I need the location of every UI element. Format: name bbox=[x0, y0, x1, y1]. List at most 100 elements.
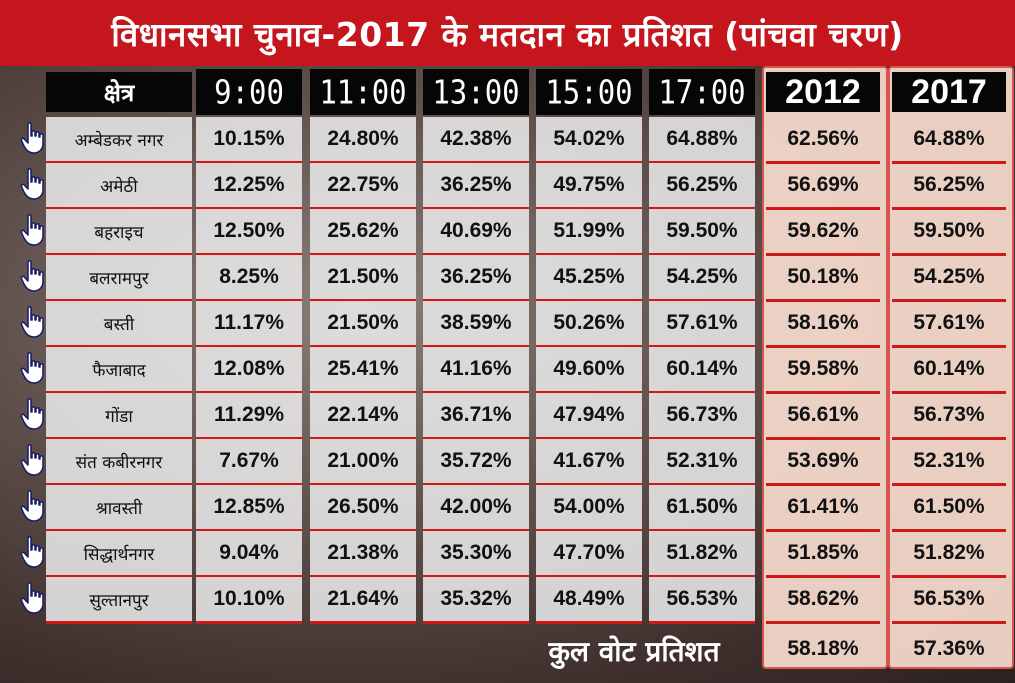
time-cell bbox=[310, 163, 416, 210]
turnout-value: 42.38% bbox=[440, 127, 512, 150]
time-cell bbox=[536, 347, 642, 394]
region-name: अमेठी bbox=[100, 176, 138, 197]
year-cell bbox=[892, 347, 1006, 394]
header-time-1300: 13:00 bbox=[423, 69, 529, 115]
year-turnout-value: 58.62% bbox=[787, 587, 859, 610]
turnout-value: 22.75% bbox=[327, 173, 399, 196]
time-cell bbox=[310, 531, 416, 578]
time-cell bbox=[649, 347, 755, 394]
turnout-value: 25.41% bbox=[327, 357, 399, 380]
time-cell bbox=[536, 485, 642, 532]
pointing-hand-icon bbox=[20, 581, 48, 615]
time-cell bbox=[423, 439, 529, 486]
time-cell bbox=[196, 577, 302, 624]
year-cell bbox=[766, 439, 880, 486]
pointing-hand-icon bbox=[20, 489, 48, 523]
pointing-hand-icon bbox=[20, 397, 48, 431]
year-cell bbox=[766, 531, 880, 578]
time-cell bbox=[536, 209, 642, 256]
pointing-hand-icon bbox=[20, 305, 48, 339]
year-turnout-value: 50.18% bbox=[787, 265, 859, 288]
turnout-value: 51.99% bbox=[553, 219, 625, 242]
region-name: संत कबीरनगर bbox=[75, 452, 163, 473]
year-cell bbox=[766, 393, 880, 440]
region-cell bbox=[46, 485, 192, 532]
time-cell bbox=[649, 255, 755, 302]
region-name: गोंडा bbox=[105, 406, 133, 427]
year-turnout-value: 51.85% bbox=[787, 541, 859, 564]
header-time-1100: 11:00 bbox=[310, 69, 416, 115]
time-cell bbox=[196, 301, 302, 348]
turnout-value: 54.25% bbox=[666, 265, 738, 288]
turnout-value: 42.00% bbox=[440, 495, 512, 518]
turnout-value: 47.94% bbox=[553, 403, 625, 426]
turnout-value: 7.67% bbox=[219, 449, 279, 472]
turnout-value: 51.82% bbox=[666, 541, 738, 564]
year-cell bbox=[766, 117, 880, 164]
year-cell bbox=[766, 347, 880, 394]
year-turnout-value: 56.69% bbox=[787, 173, 859, 196]
turnout-value: 22.14% bbox=[327, 403, 399, 426]
pointing-hand-icon bbox=[20, 535, 48, 569]
turnout-value: 47.70% bbox=[553, 541, 625, 564]
time-cell bbox=[649, 209, 755, 256]
time-cell bbox=[423, 347, 529, 394]
turnout-value: 61.50% bbox=[666, 495, 738, 518]
pointing-hand-icon bbox=[20, 213, 48, 247]
turnout-value: 48.49% bbox=[553, 587, 625, 610]
page-title: विधानसभा चुनाव-2017 के मतदान का प्रतिशत … bbox=[0, 0, 1015, 66]
turnout-value: 8.25% bbox=[219, 265, 279, 288]
time-cell bbox=[423, 393, 529, 440]
turnout-value: 40.69% bbox=[440, 219, 512, 242]
region-cell bbox=[46, 209, 192, 256]
header-region: क्षेत्र bbox=[46, 72, 192, 112]
time-cell bbox=[310, 209, 416, 256]
region-name: सुल्तानपुर bbox=[89, 590, 149, 611]
turnout-value: 12.25% bbox=[213, 173, 285, 196]
year-turnout-value: 56.61% bbox=[787, 403, 859, 426]
time-cell bbox=[536, 301, 642, 348]
total-2012-value: 58.18% bbox=[787, 637, 859, 660]
year-cell bbox=[766, 485, 880, 532]
time-cell bbox=[423, 255, 529, 302]
year-cell bbox=[766, 209, 880, 256]
turnout-value: 12.50% bbox=[213, 219, 285, 242]
time-cell bbox=[423, 163, 529, 210]
time-cell bbox=[649, 439, 755, 486]
turnout-value: 54.00% bbox=[553, 495, 625, 518]
header-time-0900: 9:00 bbox=[196, 69, 302, 115]
year-cell bbox=[892, 393, 1006, 440]
header-year-2017: 2017 bbox=[892, 72, 1006, 112]
year-turnout-value: 56.53% bbox=[913, 587, 985, 610]
time-cell bbox=[649, 393, 755, 440]
time-cell bbox=[196, 485, 302, 532]
year-turnout-value: 53.69% bbox=[787, 449, 859, 472]
turnout-value: 25.62% bbox=[327, 219, 399, 242]
time-cell bbox=[649, 577, 755, 624]
pointing-hand-icon bbox=[20, 351, 48, 385]
year-2012-panel bbox=[762, 66, 888, 669]
time-cell bbox=[536, 439, 642, 486]
header-time-1500: 15:00 bbox=[536, 69, 642, 115]
year-turnout-value: 59.62% bbox=[787, 219, 859, 242]
time-cell bbox=[649, 163, 755, 210]
turnout-value: 56.73% bbox=[666, 403, 738, 426]
region-cell bbox=[46, 347, 192, 394]
time-cell bbox=[196, 209, 302, 256]
time-cell bbox=[196, 531, 302, 578]
time-cell bbox=[423, 301, 529, 348]
time-cell bbox=[649, 301, 755, 348]
year-cell bbox=[892, 485, 1006, 532]
year-turnout-value: 61.50% bbox=[913, 495, 985, 518]
time-cell bbox=[310, 577, 416, 624]
time-cell bbox=[536, 255, 642, 302]
time-cell bbox=[196, 393, 302, 440]
time-cell bbox=[196, 117, 302, 164]
time-cell bbox=[310, 439, 416, 486]
region-name: सिद्धार्थनगर bbox=[83, 544, 155, 565]
time-cell bbox=[196, 439, 302, 486]
turnout-value: 36.71% bbox=[440, 403, 512, 426]
year-cell bbox=[892, 163, 1006, 210]
time-cell bbox=[423, 485, 529, 532]
